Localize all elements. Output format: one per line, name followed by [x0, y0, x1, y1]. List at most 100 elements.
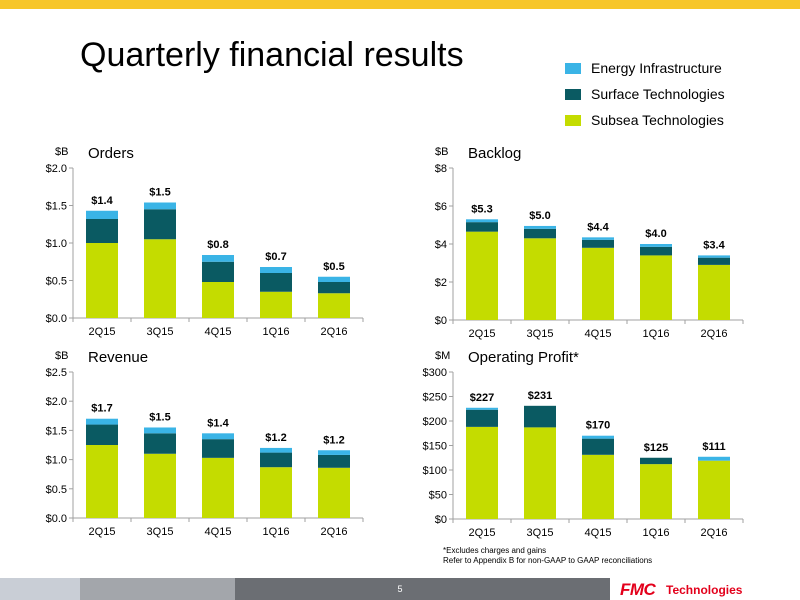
x-tick-label: 4Q15: [585, 527, 612, 539]
bar-segment-surface-technologies: [202, 261, 234, 282]
revenue-chart: $B Revenue $0.0 $0.5 $1.0 $1.5 $2.0 $2.5 $1.7 2Q1…: [0, 340, 400, 545]
bar-segment-surface-technologies: [582, 438, 614, 455]
chart-title: Revenue: [88, 349, 148, 366]
bar-segment-subsea-technologies: [260, 291, 292, 318]
y-tick-label: $2.0: [46, 163, 67, 175]
data-label: $0.5: [323, 261, 344, 273]
y-tick-label: $1.5: [46, 201, 67, 213]
bar-segment-surface-technologies: [640, 246, 672, 256]
footer-band-dark: [235, 578, 610, 600]
bar-segment-energy-infrastructure: [318, 450, 350, 455]
bar-segment-energy-infrastructure: [582, 435, 614, 439]
x-tick-label: 1Q16: [263, 526, 290, 538]
logo-fmc-text: FMC: [620, 580, 656, 599]
data-label: $0.8: [207, 239, 228, 251]
y-tick-label: $2.0: [46, 396, 67, 408]
data-label: $5.0: [529, 210, 550, 222]
y-tick-label: $50: [429, 490, 447, 502]
data-label: $231: [528, 390, 552, 402]
legend-swatch: [565, 63, 581, 74]
y-tick-label: $6: [435, 201, 447, 213]
orders-chart: $B Orders $0.0 $0.5 $1.0 $1.5 $2.0 $1.4 2Q15 $1.5…: [0, 140, 400, 340]
bar-segment-energy-infrastructure: [698, 456, 730, 461]
y-tick-label: $1.5: [46, 425, 67, 437]
bar-segment-subsea-technologies: [524, 427, 556, 519]
bar-segment-subsea-technologies: [582, 247, 614, 320]
footnote-line-2: Refer to Appendix B for non-GAAP to GAAP…: [443, 556, 653, 565]
page-number: 5: [397, 584, 403, 594]
x-tick-label: 4Q15: [585, 328, 612, 340]
x-tick-label: 4Q15: [205, 326, 232, 338]
x-tick-label: 2Q16: [321, 526, 348, 538]
unit-label: $B: [55, 146, 68, 158]
y-tick-label: $150: [423, 441, 447, 453]
operating-profit-chart-svg: $M Operating Profit* $0 $50 $100 $150 $200 $250…: [423, 349, 744, 539]
x-tick-label: 3Q15: [147, 326, 174, 338]
bar-segment-subsea-technologies: [202, 457, 234, 518]
unit-label: $B: [435, 146, 448, 158]
bar-segment-surface-technologies: [86, 219, 118, 243]
x-tick-label: 3Q15: [527, 527, 554, 539]
unit-label: $B: [55, 350, 68, 362]
revenue-chart-svg: $B Revenue $0.0 $0.5 $1.0 $1.5 $2.0 $2.5 $1.7 2Q1…: [46, 349, 364, 538]
bar-segment-surface-technologies: [318, 282, 350, 294]
bar-segment-surface-technologies: [524, 405, 556, 428]
backlog-chart-svg: $B Backlog $0 $2 $4 $6 $8 $5.3 2Q15 $5.0 3Q15 $4.4 4…: [435, 145, 744, 340]
y-tick-label: $8: [435, 163, 447, 175]
data-label: $125: [644, 442, 668, 454]
bar-segment-energy-infrastructure: [260, 267, 292, 273]
data-label: $3.4: [703, 239, 725, 251]
y-tick-label: $2: [435, 277, 447, 289]
orders-chart-svg: $B Orders $0.0 $0.5 $1.0 $1.5 $2.0 $1.4 2Q15 $1.5…: [46, 145, 364, 338]
legend-label: Surface Technologies: [591, 86, 725, 102]
data-label: $1.4: [91, 195, 113, 207]
bar-segment-subsea-technologies: [466, 426, 498, 519]
footer-band-mid: [80, 578, 235, 600]
top-accent-bar: [0, 0, 800, 9]
operating-profit-chart: $M Operating Profit* $0 $50 $100 $150 $200 $250…: [400, 340, 800, 545]
bar-segment-surface-technologies: [260, 273, 292, 292]
data-label: $170: [586, 420, 610, 432]
legend-swatch: [565, 115, 581, 126]
bar-segment-subsea-technologies: [86, 445, 118, 518]
data-label: $1.2: [265, 432, 286, 444]
bar-segment-subsea-technologies: [640, 255, 672, 320]
bar-segment-energy-infrastructure: [698, 255, 730, 258]
chart-title: Operating Profit*: [468, 349, 579, 366]
data-label: $4.4: [587, 221, 609, 233]
x-tick-label: 2Q16: [701, 328, 728, 340]
footnote-line-1: *Excludes charges and gains: [443, 546, 547, 555]
bar-segment-energy-infrastructure: [260, 447, 292, 453]
chart-title: Orders: [88, 145, 134, 162]
bar-segment-surface-technologies: [640, 457, 672, 465]
bar-segment-energy-infrastructure: [640, 244, 672, 247]
bar-segment-subsea-technologies: [698, 264, 730, 320]
x-tick-label: 1Q16: [643, 328, 670, 340]
bar-segment-energy-infrastructure: [466, 219, 498, 223]
bar-segment-subsea-technologies: [582, 454, 614, 519]
bar-segment-surface-technologies: [582, 239, 614, 248]
data-label: $227: [470, 392, 494, 404]
y-tick-label: $250: [423, 392, 447, 404]
bar-segment-subsea-technologies: [524, 238, 556, 320]
bar-segment-subsea-technologies: [640, 464, 672, 519]
x-tick-label: 1Q16: [643, 527, 670, 539]
bar-segment-energy-infrastructure: [202, 255, 234, 262]
y-tick-label: $1.0: [46, 455, 67, 467]
y-tick-label: $0.5: [46, 484, 67, 496]
bar-segment-subsea-technologies: [86, 243, 118, 318]
legend-label: Subsea Technologies: [591, 112, 724, 128]
x-tick-label: 2Q15: [469, 527, 496, 539]
bar-segment-energy-infrastructure: [318, 276, 350, 282]
y-tick-label: $0.0: [46, 513, 67, 525]
chart-title: Backlog: [468, 145, 521, 162]
data-label: $1.4: [207, 417, 229, 429]
y-tick-label: $0: [435, 315, 447, 327]
data-label: $5.3: [471, 203, 492, 215]
data-label: $1.5: [149, 411, 170, 423]
bar-segment-surface-technologies: [318, 454, 350, 468]
data-label: $0.7: [265, 251, 286, 263]
bar-segment-surface-technologies: [698, 257, 730, 265]
y-tick-label: $2.5: [46, 367, 67, 379]
bar-segment-subsea-technologies: [144, 239, 176, 318]
